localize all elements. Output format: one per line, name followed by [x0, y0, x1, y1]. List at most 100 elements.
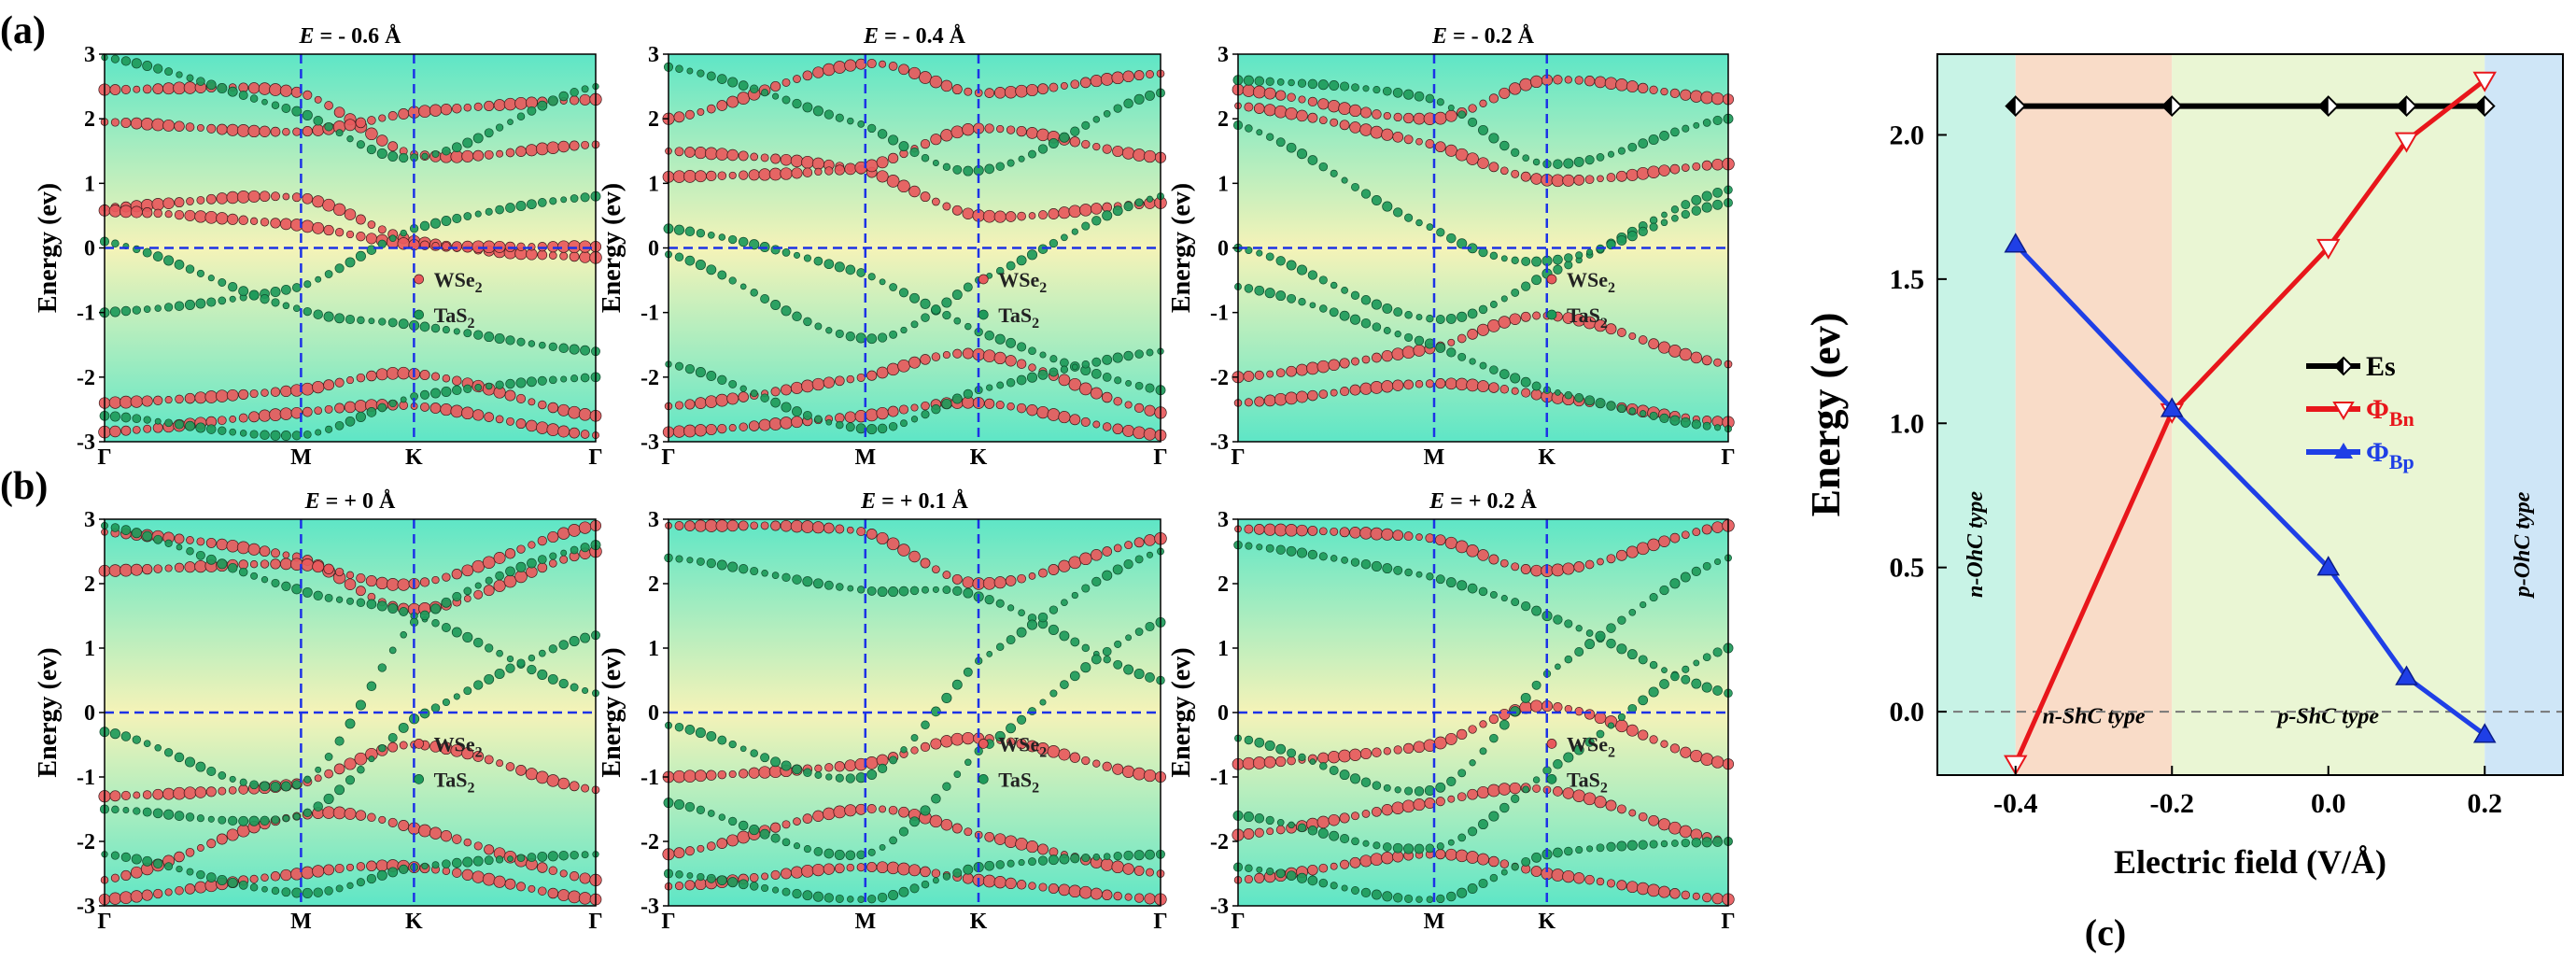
tas2-band-point: [1254, 813, 1265, 824]
tas2-band-point: [1296, 148, 1308, 160]
y-tick-label: -1: [77, 302, 95, 326]
wse2-band-point: [1372, 109, 1382, 120]
wse2-band-point: [258, 409, 272, 422]
tas2-band-point: [1018, 155, 1025, 162]
wse2-band-point: [844, 162, 857, 176]
tas2-band-point: [1521, 281, 1531, 291]
tas2-band-point: [834, 849, 845, 860]
wse2-band-point: [706, 104, 716, 114]
tas2-band-point: [174, 752, 185, 763]
wse2-band-point: [120, 790, 131, 800]
wse2-band-point: [942, 350, 950, 360]
wse2-band-point: [1636, 542, 1650, 556]
wse2-band-point: [484, 100, 495, 111]
wse2-band-point: [1511, 169, 1520, 178]
tas2-band-point: [1469, 358, 1476, 365]
wse2-band-point: [247, 82, 260, 94]
wse2-band-point: [1124, 401, 1133, 409]
tas2-band-point: [802, 890, 813, 901]
wse2-band-point: [1681, 163, 1690, 172]
tas2-band-point: [120, 412, 132, 423]
wse2-band-point: [463, 838, 472, 847]
tas2-band-point: [515, 377, 527, 388]
tas2-band-point: [452, 385, 462, 396]
wse2-band-point: [216, 833, 228, 845]
tas2-band-point: [1531, 381, 1541, 391]
es-point-half: [2475, 96, 2485, 116]
y-tick-label: 2: [84, 572, 95, 597]
wse2-band-point: [993, 351, 1006, 365]
wse2-band-point: [120, 84, 131, 94]
wse2-band-point: [1037, 83, 1049, 95]
tas2-band-point: [866, 424, 878, 435]
tas2-band-point: [398, 318, 409, 330]
wse2-band-point: [227, 213, 239, 225]
tas2-band-point: [1265, 544, 1274, 553]
tas2-band-point: [282, 814, 290, 823]
wse2-band-point: [1606, 879, 1616, 888]
wse2-band-point: [993, 210, 1006, 223]
wse2-band-point: [333, 763, 345, 775]
legend-wse2-marker: [978, 739, 989, 749]
wse2-band-point: [1710, 755, 1724, 769]
wse2-band-point: [824, 763, 834, 772]
tas2-band-point: [1563, 158, 1574, 169]
tas2-band-point: [1133, 93, 1145, 105]
tas2-band-point: [291, 283, 302, 292]
wse2-band-point: [280, 558, 292, 571]
wse2-band-point: [1669, 163, 1681, 175]
wse2-band-point: [367, 812, 376, 823]
wse2-band-point: [672, 425, 686, 438]
y-tick-label: 0: [1218, 237, 1229, 261]
wse2-band-point: [1692, 892, 1700, 900]
wse2-band-point: [538, 886, 547, 896]
tas2-band-point: [505, 566, 515, 577]
tas2-band-point: [1712, 199, 1724, 210]
wse2-band-point: [314, 774, 322, 783]
wse2-band-point: [876, 406, 889, 420]
tas2-band-point: [271, 886, 280, 896]
tas2-band-point: [889, 283, 897, 291]
wse2-band-point: [717, 423, 727, 434]
legend-wse2-label-base: WSe: [1567, 732, 1608, 755]
wse2-band-point: [375, 368, 388, 381]
wse2-band-point: [355, 214, 366, 225]
tas2-band-point: [1617, 403, 1626, 414]
wse2-band-point: [1143, 769, 1157, 783]
tas2-band-point: [1553, 847, 1563, 858]
wse2-band-point: [1444, 109, 1457, 122]
tas2-band-point: [1382, 303, 1393, 314]
tas2-band-point: [1446, 776, 1457, 786]
wse2-band-point: [355, 586, 366, 597]
wse2-band-point: [504, 389, 516, 402]
tas2-band-point: [1404, 332, 1414, 342]
tas2-band-point: [888, 134, 899, 146]
x-tick-label: K: [1538, 910, 1555, 934]
legend-label-1-sub: Bn: [2389, 407, 2414, 431]
tas2-band-point: [1648, 134, 1659, 146]
tas2-band-point: [206, 297, 217, 307]
tas2-band-point: [1081, 221, 1091, 231]
wse2-band-point: [908, 864, 921, 877]
wse2-band-point: [1711, 521, 1724, 533]
tas2-band-point: [857, 896, 866, 903]
tas2-band-point: [1351, 886, 1359, 895]
wse2-band-point: [1381, 380, 1394, 393]
wse2-band-point: [1562, 562, 1575, 575]
tas2-band-point: [1309, 302, 1316, 309]
tas2-band-point: [1520, 692, 1531, 703]
tas2-band-point: [1414, 843, 1425, 854]
tas2-band-point: [1307, 875, 1318, 886]
wse2-band-point: [717, 769, 727, 780]
y-tick-label: 0: [84, 701, 95, 726]
wse2-band-point: [578, 240, 592, 253]
wse2-band-point: [758, 418, 771, 431]
y-tick-label: -2: [640, 366, 659, 390]
wse2-band-point: [866, 529, 878, 540]
wse2-band-point: [452, 375, 462, 386]
tas2-band-point: [1436, 228, 1445, 237]
wse2-band-point: [419, 577, 430, 587]
tas2-band-point: [186, 74, 194, 82]
wse2-band-point: [130, 205, 143, 219]
wse2-band-point: [345, 863, 355, 871]
